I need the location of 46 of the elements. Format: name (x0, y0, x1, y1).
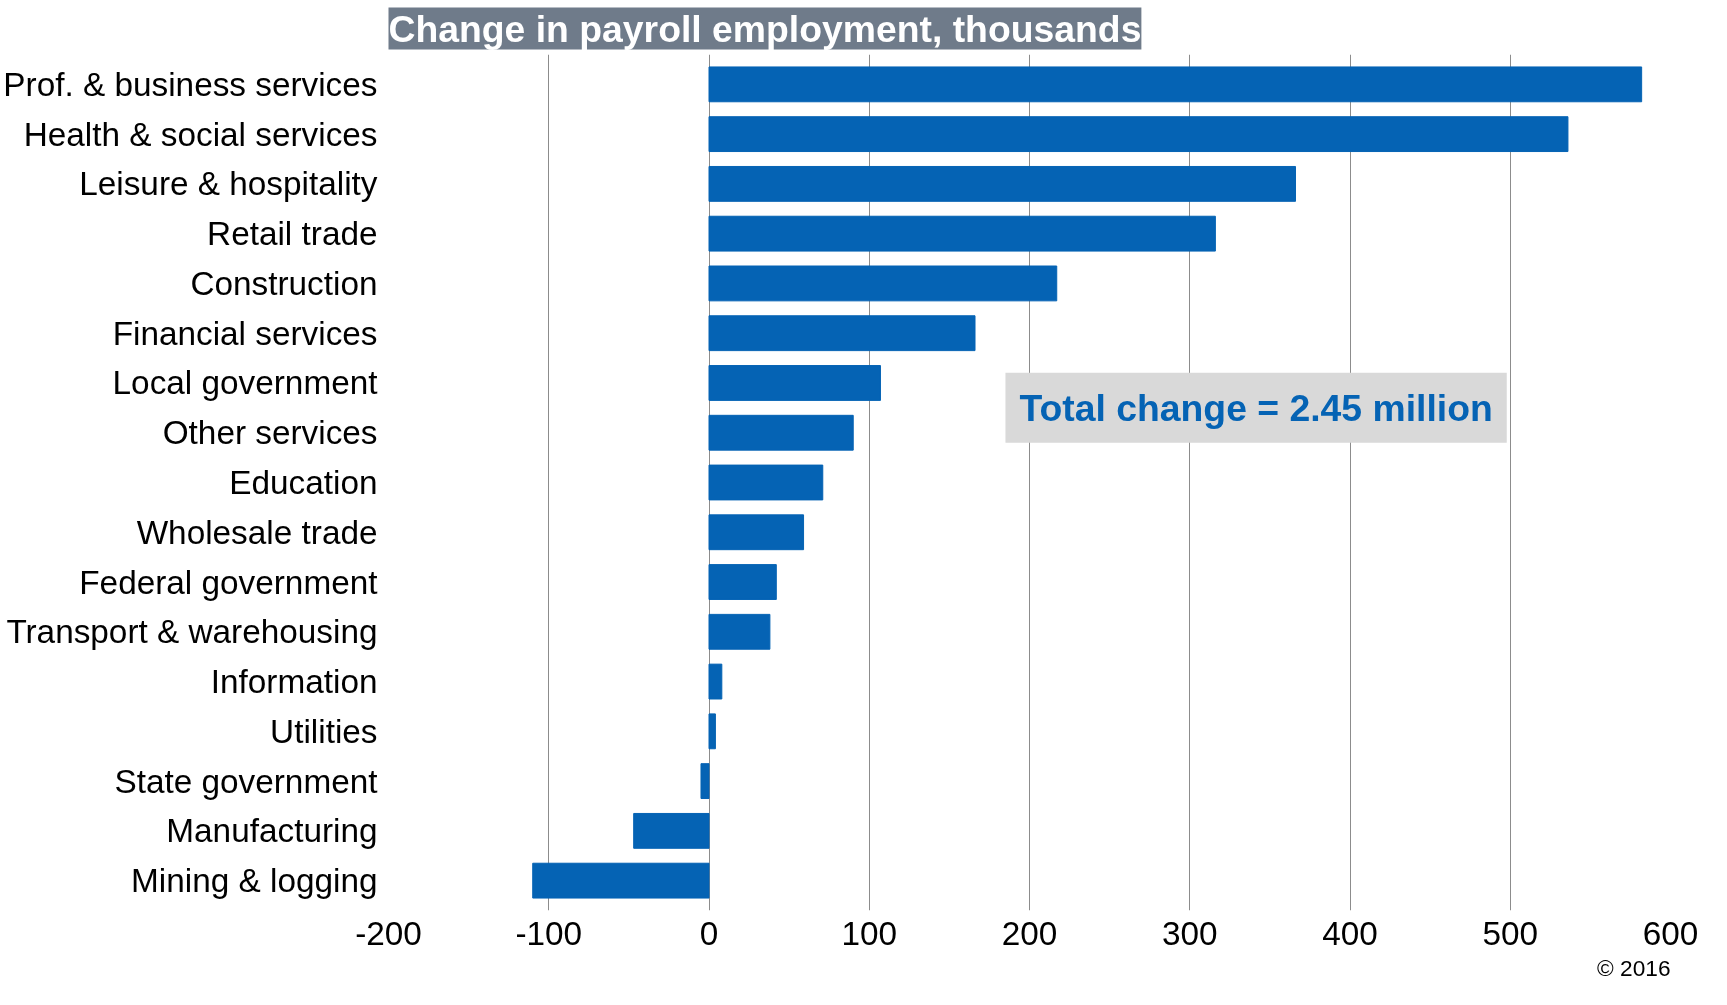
y-tick-label: Prof. & business services (3, 65, 378, 103)
x-tick-label: 100 (841, 914, 898, 952)
y-tick-label: Local government (112, 364, 379, 402)
bar (708, 663, 723, 700)
y-tick-label: Wholesale trade (136, 513, 378, 551)
y-tick-label: Retail trade (207, 215, 378, 253)
y-tick-label: Health & social services (23, 115, 378, 153)
y-tick-label: Leisure & hospitality (79, 165, 378, 203)
y-tick-label: Utilities (270, 712, 378, 750)
bar (708, 116, 1569, 153)
bar (708, 713, 716, 750)
bar (700, 763, 710, 800)
bar (532, 862, 710, 899)
bar (633, 812, 710, 849)
bar (708, 265, 1058, 302)
x-tick-label: -200 (355, 914, 422, 952)
bar (708, 464, 824, 501)
bar (708, 365, 881, 401)
x-tick-label: 500 (1482, 914, 1539, 952)
x-tick-label: 400 (1322, 914, 1378, 952)
x-tick-label: 600 (1642, 914, 1699, 952)
bar (708, 315, 976, 352)
y-tick-label: Education (229, 464, 378, 501)
bar (708, 66, 1643, 103)
x-tick-label: 0 (699, 914, 719, 952)
y-tick-label: State government (114, 762, 379, 800)
text: © 2016 (1597, 954, 1671, 981)
y-tick-label: Other services (162, 414, 378, 452)
y-tick-label: Information (210, 663, 378, 701)
bar (708, 165, 1297, 202)
bar (708, 564, 777, 600)
y-tick-label: Financial services (112, 314, 378, 352)
chart-title: Change in payroll employment, thousands (388, 7, 1142, 50)
y-tick-label: Manufacturing (166, 812, 378, 850)
x-tick-label: -100 (515, 914, 583, 952)
bar (708, 414, 854, 451)
bar (708, 215, 1216, 252)
x-tick-label: 200 (1001, 914, 1058, 952)
y-tick-label: Federal government (79, 563, 379, 601)
y-tick-label: Transport & warehousing (6, 613, 378, 651)
annotation: Total change = 2.45 million (1019, 386, 1493, 429)
x-tick-label: 300 (1161, 914, 1218, 952)
y-tick-label: Mining & logging (131, 862, 378, 900)
y-tick-label: Construction (190, 264, 378, 302)
bar (708, 613, 771, 650)
bar (708, 514, 805, 551)
